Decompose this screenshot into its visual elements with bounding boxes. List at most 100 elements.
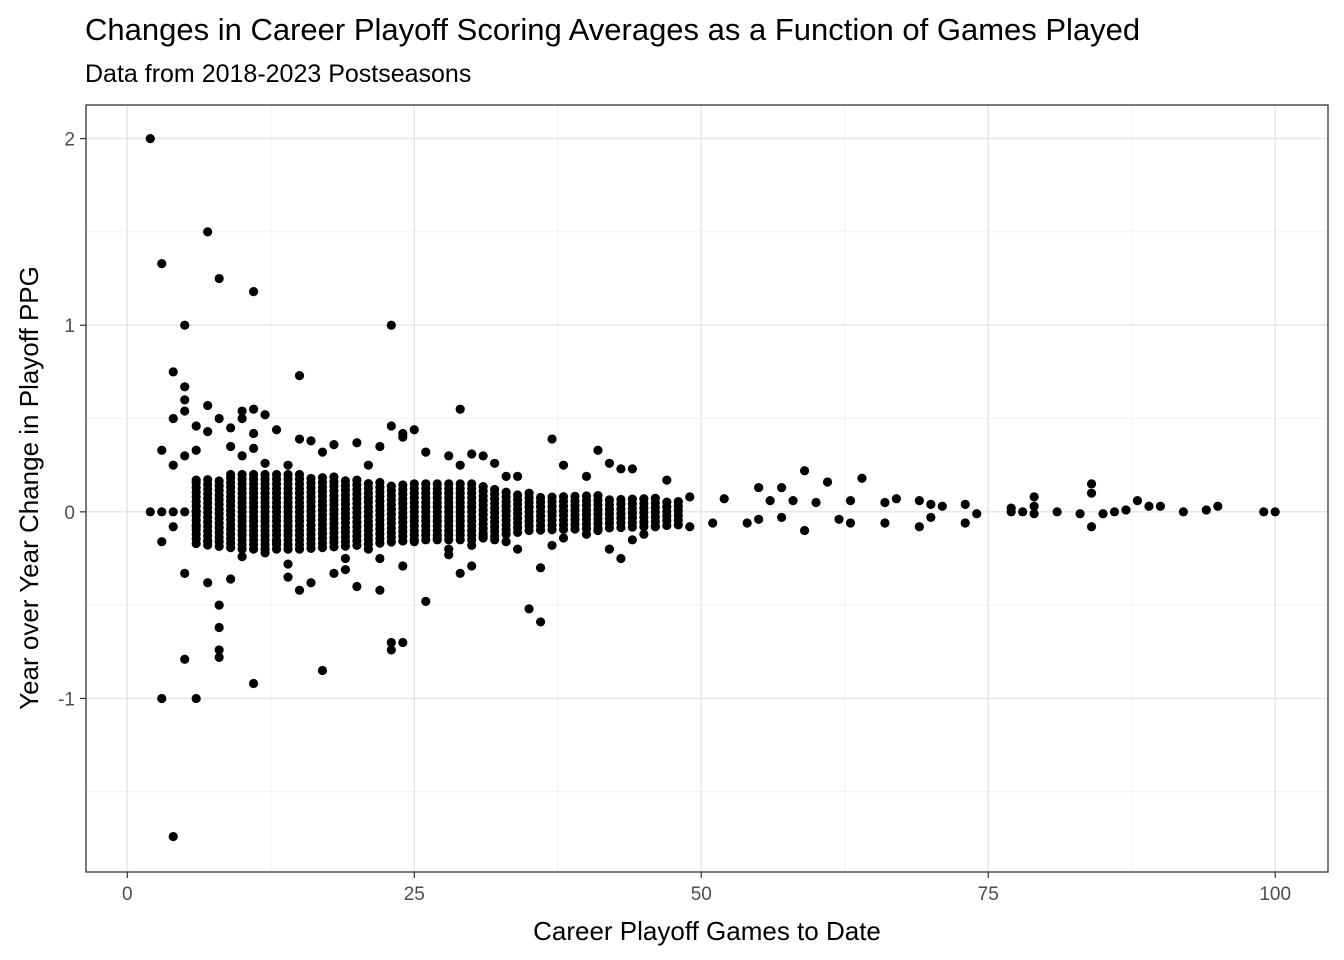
- data-point: [547, 540, 557, 551]
- data-point: [180, 451, 190, 461]
- data-point: [398, 637, 408, 648]
- data-point: [226, 423, 236, 433]
- data-point: [639, 494, 649, 504]
- data-point: [157, 693, 167, 704]
- data-point: [317, 447, 328, 457]
- data-point: [547, 492, 557, 502]
- data-point: [294, 585, 305, 595]
- data-point: [157, 507, 167, 517]
- data-point: [248, 469, 259, 480]
- data-point: [754, 514, 764, 524]
- data-point: [248, 428, 259, 439]
- data-point: [398, 432, 408, 442]
- data-point: [352, 438, 362, 448]
- data-point: [226, 441, 236, 452]
- data-point: [1259, 507, 1269, 517]
- data-point: [926, 499, 936, 509]
- data-point: [558, 460, 569, 470]
- data-point: [501, 537, 511, 547]
- data-point: [214, 645, 224, 655]
- x-tick-label: 100: [1259, 884, 1291, 905]
- data-point: [363, 460, 373, 470]
- data-point: [467, 561, 477, 571]
- data-point: [283, 572, 293, 582]
- data-point: [203, 578, 213, 588]
- data-point: [214, 413, 224, 424]
- data-point: [237, 451, 247, 461]
- data-point: [490, 458, 500, 468]
- data-point: [535, 563, 546, 573]
- data-point: [145, 507, 155, 517]
- data-point: [375, 441, 385, 452]
- data-point: [168, 507, 178, 517]
- data-point: [260, 410, 270, 420]
- data-point: [444, 451, 454, 461]
- data-point: [168, 522, 178, 532]
- data-point: [386, 421, 396, 431]
- data-point: [880, 518, 890, 528]
- data-point: [926, 512, 936, 523]
- data-point: [260, 469, 270, 480]
- data-point: [203, 227, 213, 237]
- data-point: [937, 501, 947, 511]
- data-point: [604, 544, 615, 554]
- data-point: [421, 596, 431, 607]
- data-point: [214, 476, 224, 486]
- data-point: [352, 475, 362, 485]
- data-point: [375, 477, 385, 488]
- data-point: [524, 488, 534, 498]
- data-point: [822, 477, 833, 487]
- data-point: [455, 460, 465, 470]
- data-point: [168, 460, 178, 470]
- data-point: [294, 434, 305, 444]
- data-point: [1029, 509, 1039, 519]
- data-point: [203, 400, 213, 411]
- data-point: [283, 469, 293, 480]
- data-point: [237, 413, 247, 424]
- data-point: [260, 458, 270, 468]
- data-point: [1052, 507, 1062, 517]
- data-point: [960, 518, 970, 528]
- data-point: [1006, 507, 1016, 517]
- data-point: [604, 458, 615, 468]
- chart-subtitle: Data from 2018-2023 Postseasons: [85, 60, 472, 88]
- data-point: [1109, 507, 1120, 517]
- data-point: [226, 574, 236, 584]
- data-point: [283, 559, 293, 569]
- data-point: [742, 518, 752, 528]
- data-point: [1075, 509, 1085, 519]
- chart-title: Changes in Career Playoff Scoring Averag…: [85, 12, 1141, 47]
- data-point: [237, 469, 247, 480]
- data-point: [180, 507, 190, 517]
- data-point: [168, 413, 178, 424]
- data-point: [777, 512, 787, 523]
- data-point: [788, 496, 798, 506]
- data-point: [627, 494, 637, 504]
- data-point: [1178, 507, 1188, 517]
- data-point: [180, 568, 190, 579]
- data-point: [352, 581, 362, 592]
- data-point: [248, 287, 259, 297]
- data-point: [180, 406, 190, 416]
- x-axis-title: Career Playoff Games to Date: [533, 916, 881, 946]
- data-point: [386, 637, 396, 648]
- y-tick-label: -1: [58, 689, 75, 710]
- data-point: [558, 492, 569, 502]
- data-point: [1201, 505, 1211, 515]
- data-point: [650, 493, 660, 503]
- data-point: [845, 496, 856, 506]
- data-point: [191, 445, 201, 455]
- data-point: [1018, 507, 1028, 517]
- y-tick-label: 2: [64, 130, 75, 151]
- data-point: [513, 490, 523, 500]
- data-point: [145, 133, 155, 144]
- data-point: [1086, 488, 1097, 498]
- data-point: [306, 578, 316, 588]
- data-point: [1270, 507, 1280, 517]
- data-point: [558, 533, 569, 543]
- data-point: [891, 494, 901, 504]
- data-point: [914, 496, 924, 506]
- data-point: [409, 425, 419, 435]
- data-points: [145, 133, 1280, 842]
- data-point: [834, 514, 844, 524]
